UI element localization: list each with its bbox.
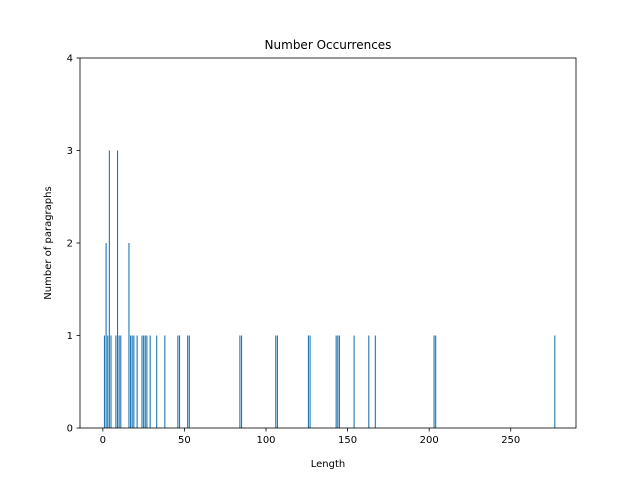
bar <box>128 243 130 428</box>
bar <box>164 335 166 428</box>
bar <box>133 335 135 428</box>
bar <box>335 335 337 428</box>
y-tick-label: 4 <box>67 54 73 65</box>
y-tick-label: 2 <box>67 239 73 250</box>
x-tick-label: 150 <box>338 435 357 446</box>
bar <box>149 335 151 428</box>
y-axis-label: Number of paragraphs <box>43 186 54 299</box>
bar <box>338 335 340 428</box>
bar <box>141 335 143 428</box>
bar <box>107 335 109 428</box>
bar <box>108 150 110 428</box>
bar <box>307 335 309 428</box>
bar <box>276 335 278 428</box>
bar <box>143 335 145 428</box>
bar <box>130 335 132 428</box>
bar <box>120 335 122 428</box>
bar <box>188 335 190 428</box>
chart-title: Number Occurrences <box>265 38 392 52</box>
bar <box>337 335 339 428</box>
bar <box>131 335 133 428</box>
bar <box>433 335 435 428</box>
y-tick-label: 3 <box>67 146 73 157</box>
bar <box>368 335 370 428</box>
plot-frame <box>79 57 577 429</box>
bar <box>136 335 138 428</box>
bar <box>116 150 119 428</box>
bar <box>178 335 181 428</box>
y-tick-label: 0 <box>67 424 73 435</box>
bar <box>103 335 106 428</box>
x-tick-label: 0 <box>100 435 106 446</box>
bar-series <box>103 150 556 428</box>
bar <box>156 335 158 428</box>
bar <box>554 335 556 428</box>
bar <box>105 243 107 428</box>
y-tick-label: 1 <box>67 331 73 342</box>
bar <box>118 335 120 428</box>
bar <box>115 335 117 428</box>
bar <box>240 335 243 428</box>
x-axis-label: Length <box>311 459 346 470</box>
bar <box>239 335 241 428</box>
bar <box>110 335 112 428</box>
x-tick-label: 200 <box>420 435 439 446</box>
bar <box>374 335 376 428</box>
bar <box>187 335 189 428</box>
x-tick-label: 250 <box>501 435 520 446</box>
bar <box>353 335 355 428</box>
bar <box>309 335 311 428</box>
x-axis-ticks: 0 50 100 150 200 250 <box>100 428 520 446</box>
x-tick-label: 50 <box>178 435 191 446</box>
bar <box>177 335 179 428</box>
bar <box>146 335 148 428</box>
bar <box>275 335 277 428</box>
x-tick-label: 100 <box>256 435 275 446</box>
bar <box>435 335 437 428</box>
y-axis-ticks: 0 1 2 3 4 <box>67 54 80 435</box>
bar <box>144 335 146 428</box>
